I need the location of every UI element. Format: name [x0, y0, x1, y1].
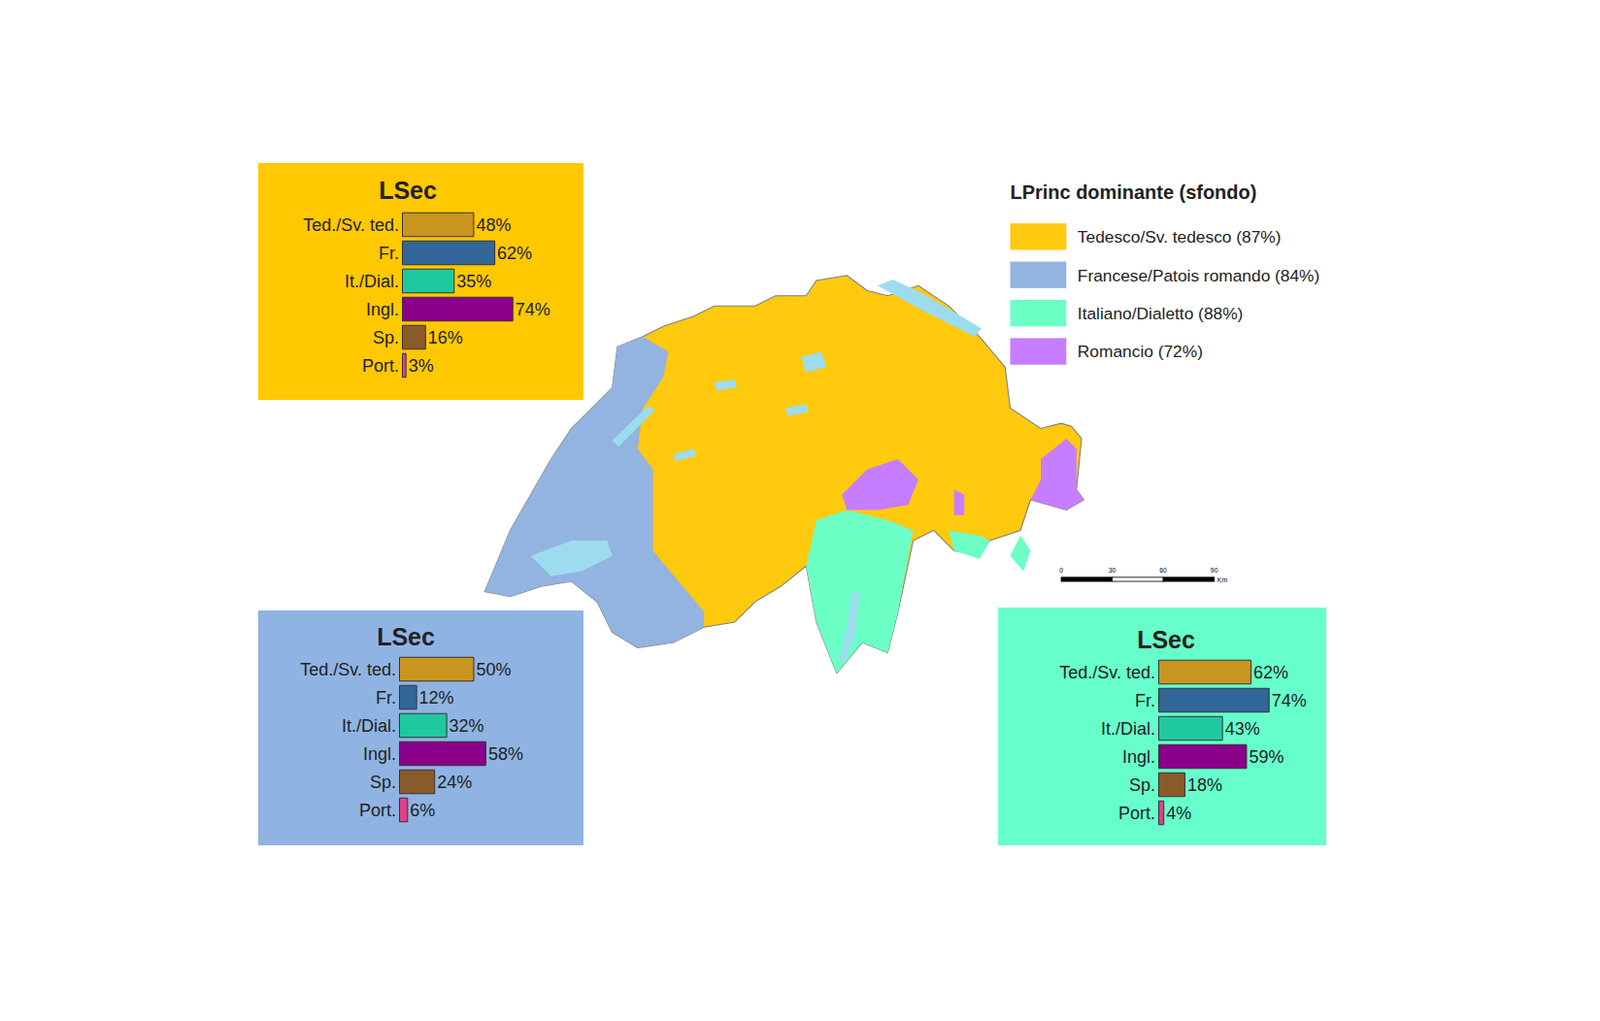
svg-text:3%: 3%: [408, 356, 434, 376]
svg-text:Km: Km: [1217, 576, 1229, 584]
svg-text:LSec: LSec: [1136, 626, 1196, 654]
svg-text:50%: 50%: [476, 660, 512, 680]
svg-text:43%: 43%: [1225, 719, 1261, 739]
svg-text:90: 90: [1210, 566, 1219, 574]
svg-text:Fr.: Fr.: [1134, 691, 1156, 711]
svg-text:Francese/Patois romando (84%): Francese/Patois romando (84%): [1077, 266, 1320, 286]
svg-text:12%: 12%: [419, 688, 455, 708]
svg-text:4%: 4%: [1166, 803, 1192, 824]
svg-text:Ingl.: Ingl.: [366, 300, 400, 320]
svg-text:Romancio (72%): Romancio (72%): [1077, 341, 1203, 362]
svg-text:59%: 59%: [1248, 747, 1284, 767]
svg-text:Fr.: Fr.: [378, 243, 400, 264]
svg-text:48%: 48%: [475, 215, 511, 235]
svg-text:35%: 35%: [456, 271, 492, 292]
svg-text:LSec: LSec: [378, 176, 437, 204]
svg-text:It./Dial.: It./Dial.: [344, 271, 400, 292]
svg-text:32%: 32%: [449, 716, 485, 736]
svg-text:It./Dial.: It./Dial.: [1100, 719, 1156, 739]
svg-text:60: 60: [1159, 566, 1167, 574]
svg-text:LPrinc dominante (sfondo): LPrinc dominante (sfondo): [1009, 181, 1257, 203]
svg-text:Ingl.: Ingl.: [1122, 747, 1156, 767]
svg-text:18%: 18%: [1187, 775, 1223, 796]
svg-text:Sp.: Sp.: [369, 772, 397, 793]
svg-text:Ted./Sv. ted.: Ted./Sv. ted.: [302, 215, 400, 235]
svg-text:LSec: LSec: [376, 623, 435, 651]
svg-text:24%: 24%: [436, 772, 472, 793]
svg-text:Sp.: Sp.: [372, 328, 400, 348]
svg-text:Fr.: Fr.: [375, 688, 397, 708]
svg-text:58%: 58%: [488, 744, 524, 765]
svg-text:62%: 62%: [497, 243, 533, 264]
svg-text:Ted./Sv. ted.: Ted./Sv. ted.: [300, 660, 397, 680]
svg-text:6%: 6%: [409, 800, 435, 821]
svg-text:30: 30: [1108, 566, 1117, 574]
svg-text:It./Dial.: It./Dial.: [341, 716, 397, 736]
svg-text:Tedesco/Sv. tedesco (87%): Tedesco/Sv. tedesco (87%): [1077, 227, 1282, 247]
svg-text:Italiano/Dialetto (88%): Italiano/Dialetto (88%): [1077, 303, 1243, 324]
svg-text:Port.: Port.: [362, 356, 400, 376]
svg-text:62%: 62%: [1253, 663, 1289, 683]
svg-text:Ted./Sv. ted.: Ted./Sv. ted.: [1059, 663, 1156, 683]
svg-text:Port.: Port.: [359, 800, 397, 821]
svg-text:0: 0: [1059, 566, 1064, 574]
svg-text:Sp.: Sp.: [1129, 775, 1156, 796]
svg-text:Ingl.: Ingl.: [363, 744, 397, 765]
svg-text:74%: 74%: [1271, 691, 1307, 711]
svg-text:74%: 74%: [515, 300, 551, 320]
svg-text:Port.: Port.: [1118, 803, 1156, 824]
svg-text:16%: 16%: [428, 328, 464, 348]
